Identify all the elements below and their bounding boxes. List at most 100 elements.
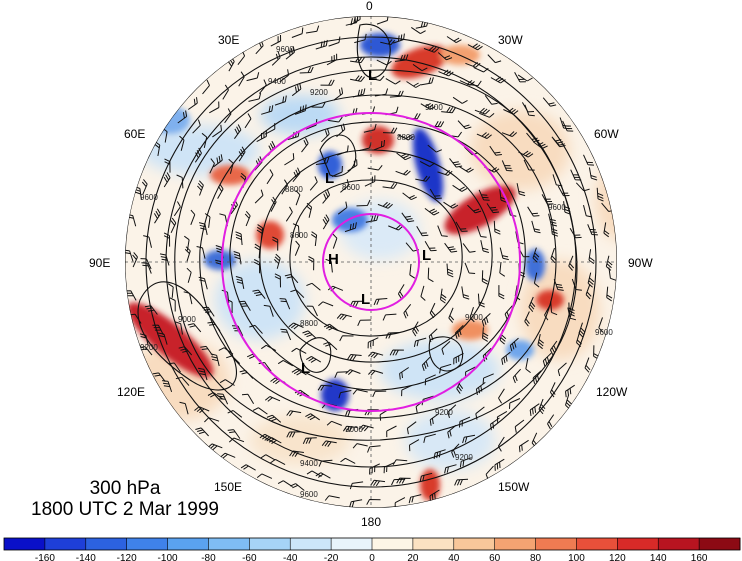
contour-label: 8800 <box>300 319 318 328</box>
wind-barb <box>279 298 291 310</box>
wind-barb <box>318 459 333 467</box>
wind-barb <box>557 362 567 377</box>
wind-barb <box>209 158 215 174</box>
wind-barb <box>501 351 511 365</box>
wind-barb <box>266 169 274 185</box>
wind-barb <box>501 131 518 137</box>
wind-barb <box>334 371 349 378</box>
wind-barb <box>254 189 264 204</box>
wind-barb <box>217 183 224 199</box>
wind-barb <box>352 88 366 98</box>
contour-label: 9400 <box>300 459 318 468</box>
wind-barb <box>461 286 470 300</box>
wind-barb <box>259 433 275 441</box>
wind-barb <box>198 367 208 381</box>
wind-barb <box>326 420 342 426</box>
colorbar-swatch <box>4 538 46 550</box>
wind-barb <box>224 108 232 124</box>
colorbar-swatch <box>658 538 700 550</box>
wind-barb <box>475 406 485 420</box>
wind-barb <box>547 414 555 430</box>
wind-barb <box>583 154 595 166</box>
colorbar-tick-label: 60 <box>489 553 501 561</box>
wind-barb <box>537 333 545 350</box>
wind-barb <box>476 225 487 238</box>
wind-barb <box>163 172 171 188</box>
wind-barb <box>409 263 416 279</box>
wind-barb <box>186 267 192 283</box>
colorbar-tick-label: -100 <box>158 553 178 561</box>
low-pressure-marker: L <box>325 170 334 187</box>
wind-barb <box>447 424 457 439</box>
wind-barb <box>363 123 377 133</box>
wind-barb <box>317 384 333 391</box>
contour-label: 9000 <box>345 425 363 434</box>
wind-barb <box>144 305 158 315</box>
wind-barb <box>394 54 409 62</box>
wind-barb <box>429 188 442 199</box>
wind-barb <box>218 347 234 355</box>
wind-barb <box>356 199 371 207</box>
wind-barb <box>349 481 364 490</box>
wind-barb <box>462 434 476 444</box>
wind-barb <box>254 243 261 259</box>
wind-barb <box>212 124 222 138</box>
contour-label: 9000 <box>178 315 196 324</box>
wind-barb <box>409 439 420 452</box>
contour-label: 9400 <box>268 77 286 86</box>
wind-barb <box>401 212 415 223</box>
wind-barb <box>277 480 293 488</box>
map-disk <box>125 16 617 508</box>
wind-barb <box>290 289 305 298</box>
wind-barb <box>183 291 193 305</box>
wind-barb <box>347 159 358 172</box>
colorbar-tick-label: -80 <box>201 553 216 561</box>
valid-time-label: 1800 UTC 2 Mar 1999 <box>31 499 219 520</box>
wind-barb <box>385 78 401 85</box>
contour-label: 9600 <box>276 45 294 54</box>
wind-barb <box>444 464 457 474</box>
wind-barb <box>538 398 546 415</box>
colorbar-tick-label: -120 <box>117 553 137 561</box>
wind-barb <box>188 97 198 110</box>
wind-barb <box>244 210 251 227</box>
wind-barb <box>287 130 300 141</box>
contour-label: 9200 <box>435 408 453 417</box>
wind-barb <box>238 71 245 87</box>
wind-barb <box>393 33 405 44</box>
wind-barb <box>481 270 488 285</box>
wind-barb <box>254 156 263 171</box>
wind-barb <box>204 213 211 228</box>
wind-barb <box>339 335 354 342</box>
wind-barb <box>452 184 468 192</box>
wind-barb <box>481 313 491 327</box>
colorbar-tick-label: -40 <box>283 553 298 561</box>
wind-barb <box>444 242 458 253</box>
wind-barb <box>201 132 208 149</box>
wind-barb <box>354 33 367 44</box>
wind-barb <box>549 340 558 356</box>
wind-barb <box>550 223 559 237</box>
wind-barb <box>286 431 301 438</box>
wind-barb <box>279 69 290 83</box>
colorbar-swatch <box>249 538 291 550</box>
wind-barb <box>486 203 500 214</box>
wind-barb <box>152 372 166 382</box>
wind-barb <box>230 199 238 215</box>
contour-label: 9600 <box>548 203 566 212</box>
wind-barb <box>340 179 350 193</box>
wind-barb <box>252 407 268 415</box>
wind-barb <box>178 346 193 356</box>
wind-barb <box>455 221 468 232</box>
wind-barb <box>517 74 533 82</box>
longitude-label: 120W <box>596 385 628 399</box>
wind-barb <box>570 169 582 181</box>
wind-barb <box>141 179 148 195</box>
colorbar-tick-label: -60 <box>242 553 257 561</box>
wind-barb <box>568 302 575 317</box>
wind-barb <box>284 153 295 166</box>
wind-barb <box>575 182 590 192</box>
wind-barb <box>194 147 202 163</box>
wind-barb <box>184 235 190 251</box>
wind-barb <box>174 321 183 335</box>
